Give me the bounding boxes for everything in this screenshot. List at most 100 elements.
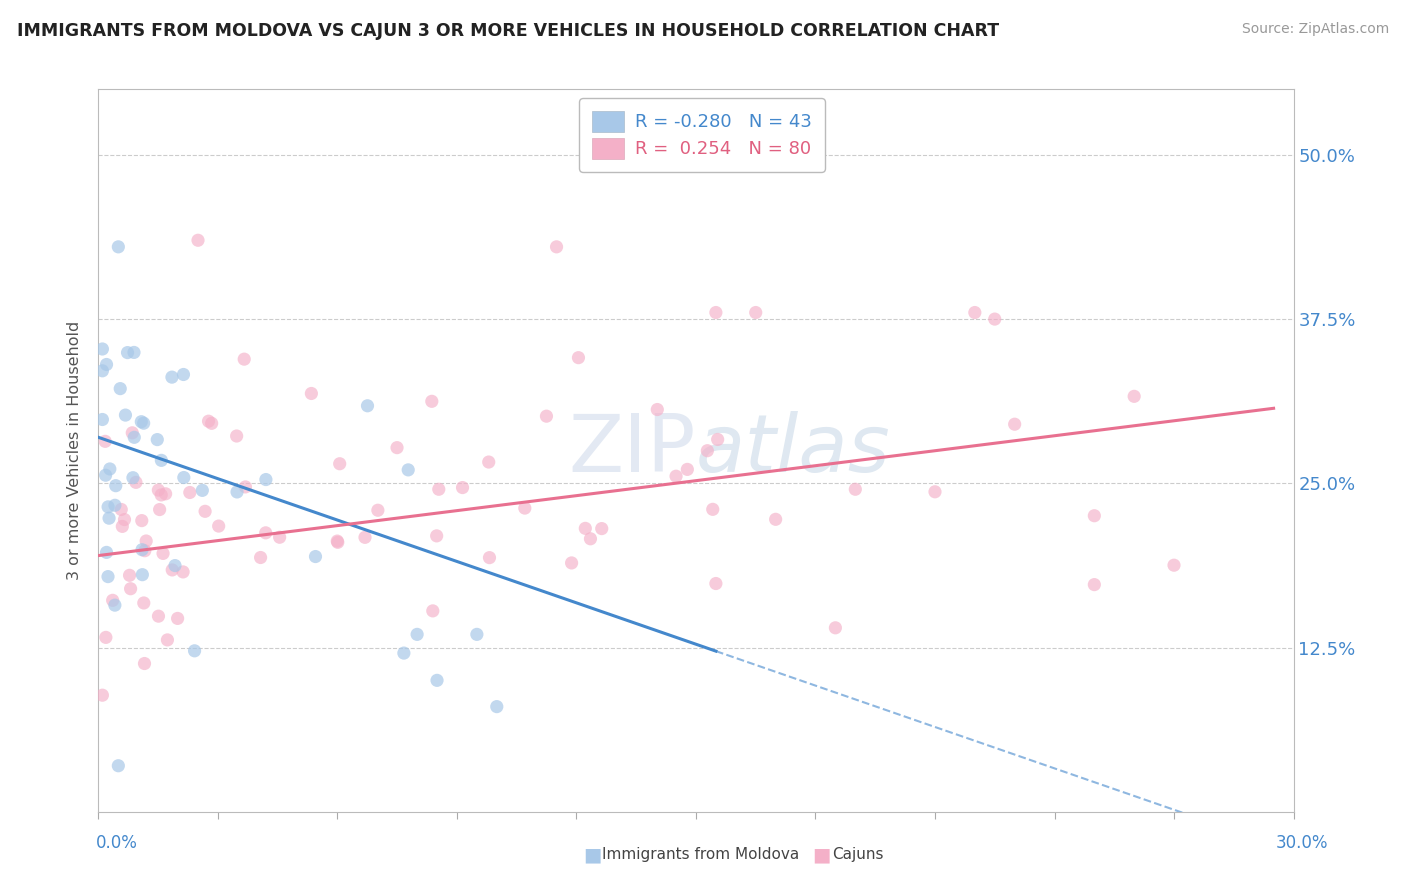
Point <box>356 399 378 413</box>
Point <box>118 568 141 582</box>
Point <box>148 483 170 497</box>
Point <box>96 358 118 372</box>
Point <box>91 342 114 356</box>
Point <box>478 455 501 469</box>
Point <box>149 502 172 516</box>
Point <box>225 429 247 443</box>
Point <box>134 543 156 558</box>
Point <box>984 312 1007 326</box>
Point <box>676 462 699 476</box>
Point <box>110 502 132 516</box>
Point <box>567 351 589 365</box>
Point <box>131 542 153 557</box>
Point <box>451 481 474 495</box>
Point <box>117 345 139 359</box>
Point <box>536 409 558 424</box>
Point <box>574 521 596 535</box>
Point <box>465 627 488 641</box>
Point <box>561 556 583 570</box>
Point <box>122 345 145 359</box>
Point <box>1083 508 1105 523</box>
Point <box>1163 558 1185 573</box>
Point <box>704 305 727 319</box>
Point <box>546 240 568 254</box>
Point <box>96 545 118 559</box>
Point <box>254 525 277 540</box>
Point <box>249 550 271 565</box>
Point <box>101 593 124 607</box>
Point <box>125 475 148 490</box>
Point <box>924 484 946 499</box>
Point <box>844 482 866 496</box>
Point <box>97 569 120 583</box>
Point <box>299 386 322 401</box>
Point <box>114 512 136 526</box>
Point <box>427 483 450 497</box>
Point <box>120 582 142 596</box>
Text: ■: ■ <box>583 845 602 864</box>
Point <box>131 567 153 582</box>
Legend: R = -0.280   N = 43, R =  0.254   N = 80: R = -0.280 N = 43, R = 0.254 N = 80 <box>579 98 825 171</box>
Point <box>963 305 986 319</box>
Point <box>426 673 449 688</box>
Point <box>146 433 169 447</box>
Point <box>160 370 183 384</box>
Point <box>254 473 277 487</box>
Point <box>485 699 508 714</box>
Point <box>132 416 155 430</box>
Point <box>110 382 132 396</box>
Point <box>367 503 389 517</box>
Point <box>163 558 186 573</box>
Point <box>156 632 179 647</box>
Text: Source: ZipAtlas.com: Source: ZipAtlas.com <box>1241 22 1389 37</box>
Point <box>150 488 173 502</box>
Point <box>745 305 768 319</box>
Point <box>98 511 121 525</box>
Point <box>91 364 114 378</box>
Point <box>124 430 146 444</box>
Text: atlas: atlas <box>696 411 891 490</box>
Point <box>183 644 205 658</box>
Point <box>104 598 127 612</box>
Point <box>385 441 408 455</box>
Point <box>665 469 688 483</box>
Point <box>98 462 121 476</box>
Point <box>122 471 145 485</box>
Point <box>104 478 127 492</box>
Point <box>396 463 419 477</box>
Text: 30.0%: 30.0% <box>1277 834 1329 852</box>
Point <box>91 412 114 426</box>
Point <box>97 500 120 514</box>
Point <box>172 368 194 382</box>
Text: Immigrants from Moldova: Immigrants from Moldova <box>602 847 799 862</box>
Text: ■: ■ <box>813 845 831 864</box>
Point <box>191 483 214 498</box>
Point <box>326 534 349 549</box>
Point <box>235 480 257 494</box>
Y-axis label: 3 or more Vehicles in Household: 3 or more Vehicles in Household <box>67 321 83 580</box>
Point <box>706 433 728 447</box>
Point <box>134 657 156 671</box>
Point <box>131 415 153 429</box>
Text: Cajuns: Cajuns <box>832 847 884 862</box>
Point <box>131 514 153 528</box>
Point <box>422 604 444 618</box>
Point <box>765 512 787 526</box>
Point <box>94 434 117 449</box>
Point <box>591 522 613 536</box>
Point <box>91 688 114 702</box>
Point <box>132 596 155 610</box>
Point <box>233 352 256 367</box>
Point <box>1123 389 1146 403</box>
Point <box>121 425 143 440</box>
Point <box>1083 577 1105 591</box>
Point <box>152 546 174 560</box>
Point <box>187 233 209 247</box>
Point <box>197 414 219 428</box>
Point <box>201 417 224 431</box>
Point <box>426 529 449 543</box>
Point <box>111 519 134 533</box>
Point <box>135 534 157 549</box>
Point <box>645 402 668 417</box>
Point <box>406 627 429 641</box>
